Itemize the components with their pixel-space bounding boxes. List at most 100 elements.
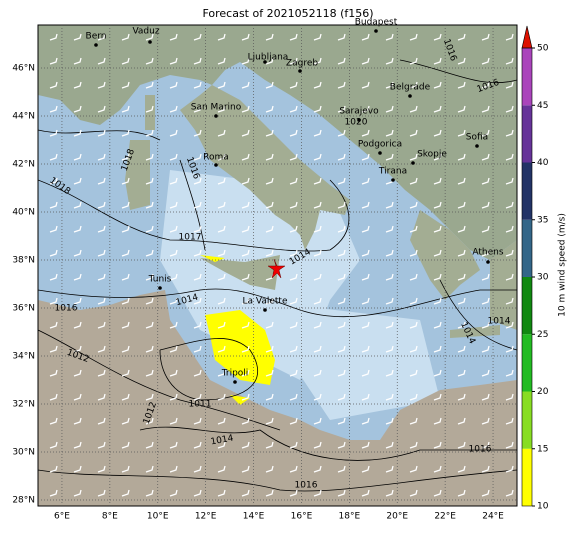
wind-barb bbox=[169, 81, 178, 89]
wind-barb bbox=[505, 33, 514, 41]
wind-barb bbox=[241, 297, 250, 305]
wind-barb bbox=[481, 345, 490, 353]
wind-barb bbox=[145, 81, 154, 89]
wind-barb bbox=[457, 417, 466, 425]
colorbar-band bbox=[522, 105, 532, 163]
city-dot bbox=[214, 163, 218, 167]
wind-barb bbox=[457, 129, 466, 137]
city-dot bbox=[263, 60, 267, 64]
wind-barb bbox=[337, 33, 346, 41]
wind-barb bbox=[505, 489, 514, 497]
wind-barb bbox=[241, 225, 250, 233]
wind-barb bbox=[289, 489, 298, 497]
wind-barb bbox=[385, 297, 394, 305]
wind-barb bbox=[241, 417, 250, 425]
wind-barb bbox=[217, 321, 226, 329]
wind-barb bbox=[49, 153, 58, 161]
wind-barb bbox=[505, 417, 514, 425]
wind-barb bbox=[265, 369, 274, 377]
wind-barb bbox=[289, 33, 298, 41]
wind-barb bbox=[385, 489, 394, 497]
wind-barb bbox=[73, 105, 82, 113]
wind-barb bbox=[433, 81, 442, 89]
wind-barb bbox=[481, 177, 490, 185]
wind-barb bbox=[337, 321, 346, 329]
wind-barb bbox=[265, 201, 274, 209]
wind-barb bbox=[145, 321, 154, 329]
x-tick-label: 14°E bbox=[243, 512, 265, 522]
wind-barb bbox=[73, 489, 82, 497]
y-tick-label: 28°N bbox=[12, 495, 35, 505]
wind-barb bbox=[193, 345, 202, 353]
wind-barb bbox=[337, 465, 346, 473]
wind-barb bbox=[145, 57, 154, 65]
city-label: Tripoli bbox=[221, 369, 249, 379]
colorbar-band bbox=[522, 219, 532, 277]
wind-barb bbox=[145, 441, 154, 449]
wind-barb bbox=[169, 177, 178, 185]
wind-barb bbox=[433, 393, 442, 401]
wind-barb bbox=[313, 249, 322, 257]
wind-barb bbox=[145, 297, 154, 305]
wind-barb bbox=[409, 441, 418, 449]
wind-barb bbox=[289, 345, 298, 353]
wind-barb bbox=[409, 489, 418, 497]
wind-barb bbox=[217, 201, 226, 209]
wind-barb bbox=[97, 489, 106, 497]
city-label: Roma bbox=[203, 153, 229, 163]
colorbar-tick-label: 30 bbox=[537, 273, 549, 283]
wind-barb bbox=[73, 153, 82, 161]
wind-barb bbox=[217, 177, 226, 185]
isobar-label: 1014 bbox=[488, 317, 511, 327]
wind-barbs bbox=[49, 33, 514, 497]
wind-barb bbox=[145, 369, 154, 377]
wind-barb bbox=[289, 441, 298, 449]
x-tick-label: 22°E bbox=[434, 512, 456, 522]
wind-barb bbox=[481, 369, 490, 377]
wind-barb bbox=[241, 249, 250, 257]
wind-barb bbox=[193, 273, 202, 281]
wind-barb bbox=[361, 321, 370, 329]
wind-barb bbox=[265, 81, 274, 89]
wind-barb bbox=[433, 57, 442, 65]
city-label: Zagreb bbox=[286, 59, 318, 69]
x-tick-label: 24°E bbox=[482, 512, 504, 522]
wind-barb bbox=[505, 273, 514, 281]
wind-barb bbox=[481, 273, 490, 281]
wind-barb bbox=[433, 273, 442, 281]
wind-barb bbox=[505, 465, 514, 473]
y-tick-label: 40°N bbox=[12, 207, 35, 217]
wind-barb bbox=[193, 81, 202, 89]
city-dot bbox=[374, 29, 378, 33]
wind-barb bbox=[313, 201, 322, 209]
wind-barb bbox=[193, 417, 202, 425]
wind-barb bbox=[193, 177, 202, 185]
wind-barb bbox=[409, 465, 418, 473]
y-tick-label: 42°N bbox=[12, 159, 35, 169]
wind-barb bbox=[457, 153, 466, 161]
city-dot bbox=[378, 151, 382, 155]
wind-barb bbox=[289, 225, 298, 233]
wind-barb bbox=[265, 249, 274, 257]
isobar-label: 1016 bbox=[469, 445, 492, 455]
wind-barb bbox=[145, 153, 154, 161]
wind-barb bbox=[169, 201, 178, 209]
wind-barb bbox=[505, 81, 514, 89]
wind-barb bbox=[289, 273, 298, 281]
wind-barb bbox=[481, 33, 490, 41]
wind-barb bbox=[409, 297, 418, 305]
city-label: La Valette bbox=[243, 297, 288, 307]
wind-barb bbox=[337, 129, 346, 137]
wind-barb bbox=[361, 153, 370, 161]
wind-barb bbox=[337, 105, 346, 113]
wind-barb bbox=[505, 201, 514, 209]
wind-barb bbox=[193, 129, 202, 137]
wind-barb bbox=[217, 129, 226, 137]
wind-barb bbox=[457, 105, 466, 113]
wind-barb bbox=[457, 201, 466, 209]
x-tick-label: 8°E bbox=[102, 512, 118, 522]
city-label: Sofia bbox=[466, 133, 488, 143]
wind-barb bbox=[481, 129, 490, 137]
wind-barb bbox=[337, 417, 346, 425]
